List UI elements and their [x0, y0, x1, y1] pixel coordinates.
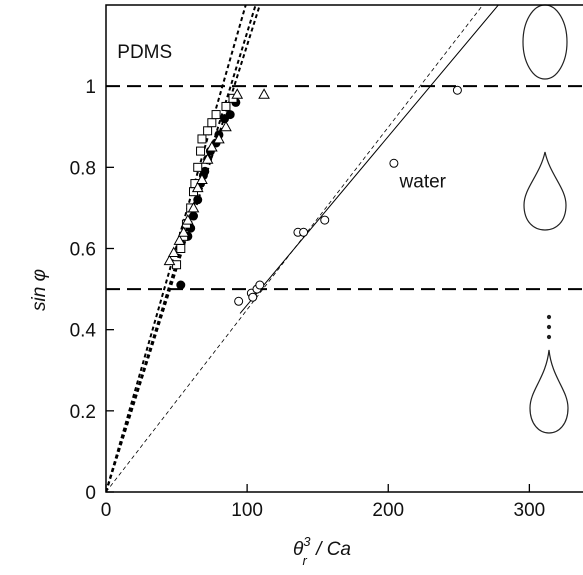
- point: [221, 101, 231, 111]
- point: [176, 280, 186, 290]
- x-label-rest: / Ca: [311, 539, 351, 560]
- x-label-sup: 3: [303, 534, 311, 549]
- plot-area: [106, 5, 583, 492]
- point: [389, 158, 399, 168]
- point: [167, 246, 180, 258]
- annotation: water: [399, 172, 447, 193]
- drop-icon: [522, 4, 568, 80]
- y-axis-label: sin φ: [29, 269, 50, 311]
- point: [248, 292, 258, 302]
- point: [205, 141, 218, 152]
- point: [220, 120, 232, 132]
- droplet: [546, 314, 552, 320]
- x-tick-label: 300: [514, 500, 546, 521]
- point: [163, 254, 176, 266]
- point: [188, 211, 198, 221]
- annotation: PDMS: [117, 42, 172, 63]
- point: [207, 118, 217, 128]
- point: [258, 88, 270, 99]
- y-tick-label: 0.2: [70, 402, 96, 423]
- point: [193, 162, 203, 172]
- point: [320, 215, 330, 225]
- y-tick-label: 0.4: [70, 321, 97, 342]
- drop-icon: [523, 151, 567, 231]
- x-tick-label: 200: [372, 500, 404, 521]
- point: [234, 296, 244, 306]
- point: [173, 234, 186, 245]
- point: [255, 280, 265, 290]
- point: [203, 126, 213, 136]
- y-tick-label: 0.6: [70, 240, 96, 261]
- point: [211, 110, 221, 120]
- x-label-sub: r: [303, 553, 308, 568]
- point: [193, 195, 203, 205]
- y-tick-label: 1: [85, 77, 96, 98]
- point: [176, 244, 186, 253]
- fit-line: [239, 5, 499, 314]
- fit-line: [106, 5, 247, 492]
- point: [196, 173, 208, 185]
- point: [231, 88, 244, 99]
- fit-line: [106, 5, 484, 492]
- point: [182, 214, 194, 225]
- x-tick-label: 100: [231, 500, 263, 521]
- x-label-base: θ: [293, 539, 304, 560]
- drop-icons: [522, 4, 569, 434]
- point: [201, 153, 214, 164]
- point: [213, 132, 225, 144]
- point: [225, 110, 235, 120]
- y-tick-label: 0.8: [70, 158, 96, 179]
- droplet: [546, 334, 552, 340]
- point: [299, 227, 309, 237]
- y-tick-label: 0: [85, 483, 96, 504]
- point: [197, 134, 207, 144]
- point: [452, 85, 462, 95]
- x-axis-label: θ3 r / Ca: [293, 534, 351, 568]
- point: [187, 201, 200, 213]
- x-tick-label: 0: [101, 500, 112, 521]
- drop-icon: [529, 349, 569, 434]
- point: [200, 166, 210, 176]
- point: [177, 226, 190, 237]
- point: [191, 181, 204, 193]
- point: [196, 146, 206, 156]
- droplet: [546, 324, 552, 330]
